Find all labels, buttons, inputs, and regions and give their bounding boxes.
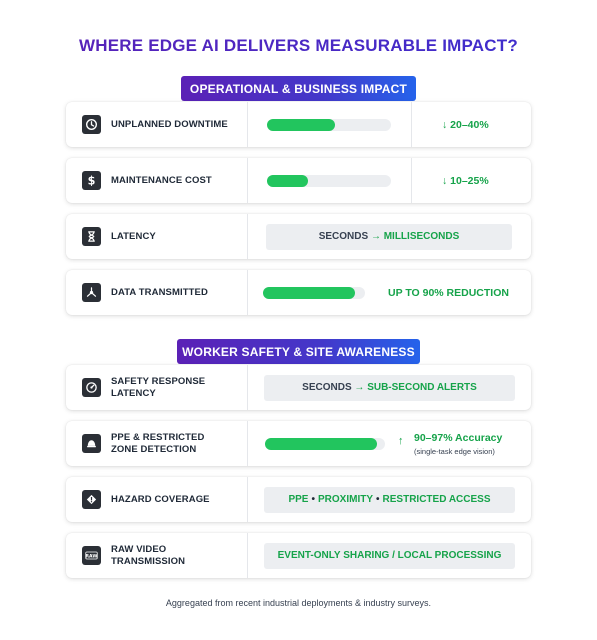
row-data-transmitted: DATA TRANSMITTED UP TO 90% REDUCTION <box>66 270 531 315</box>
bullet-separator: • <box>311 494 315 505</box>
hourglass-icon <box>82 227 101 246</box>
row-label: SAFETY RESPONSE LATENCY <box>111 376 205 400</box>
section-banner-operational: OPERATIONAL & BUSINESS IMPACT <box>181 76 416 101</box>
to-value: SUB-SECOND ALERTS <box>367 382 477 393</box>
accuracy-note: (single-task edge vision) <box>414 447 495 456</box>
network-icon <box>82 283 101 302</box>
accuracy-block: 90–97% Accuracy (single-task edge vision… <box>414 432 502 456</box>
row-label: DATA TRANSMITTED <box>111 286 208 298</box>
warning-icon <box>82 490 101 509</box>
progress-track <box>263 286 365 299</box>
progress-track <box>265 437 385 450</box>
comparison-pill: SECONDS → SUB-SECOND ALERTS <box>264 374 515 401</box>
clock-icon <box>82 115 101 134</box>
raw-icon-text: RAW <box>85 554 97 560</box>
gauge-icon <box>82 378 101 397</box>
footnote: Aggregated from recent industrial deploy… <box>165 598 432 608</box>
page-title: WHERE EDGE AI DELIVERS MEASURABLE IMPACT… <box>0 36 597 56</box>
arrow-right-icon: → <box>354 382 365 393</box>
row-label-line1: SAFETY RESPONSE <box>111 375 206 387</box>
row-label: UNPLANNED DOWNTIME <box>111 118 228 130</box>
progress-track <box>267 118 391 131</box>
hazard-item: PPE <box>288 494 309 505</box>
row-unplanned-downtime: UNPLANNED DOWNTIME ↓ 20–40% <box>66 102 531 147</box>
row-label: PPE & RESTRICTED ZONE DETECTION <box>111 432 204 456</box>
to-value: MILLISECONDS <box>383 231 460 242</box>
row-value: UP TO 90% REDUCTION <box>388 286 509 299</box>
comparison-pill: SECONDS → MILLISECONDS <box>266 223 512 250</box>
row-safety-response-latency: SAFETY RESPONSE LATENCY SECONDS → SUB-SE… <box>66 365 531 410</box>
row-hazard-coverage: HAZARD COVERAGE PPE • PROXIMITY • RESTRI… <box>66 477 531 522</box>
row-raw-video: RAW RAW VIDEO TRANSMISSION EVENT-ONLY SH… <box>66 533 531 578</box>
row-value: ↓ 10–25% <box>411 158 531 203</box>
svg-text:$: $ <box>88 174 96 187</box>
row-latency: LATENCY SECONDS → MILLISECONDS <box>66 214 531 259</box>
arrow-right-icon: → <box>370 231 381 242</box>
raw-video-pill: EVENT-ONLY SHARING / LOCAL PROCESSING <box>264 542 515 569</box>
bullet-separator: • <box>376 494 380 505</box>
progress-fill <box>267 174 308 187</box>
row-label: RAW VIDEO TRANSMISSION <box>111 544 185 568</box>
row-label-line1: RAW VIDEO <box>111 543 167 555</box>
dollar-icon: $ <box>82 171 101 190</box>
raw-icon: RAW <box>82 546 101 565</box>
row-label-line2: LATENCY <box>111 387 156 399</box>
progress-track <box>267 174 391 187</box>
row-label: MAINTENANCE COST <box>111 174 212 186</box>
accuracy-value: 90–97% Accuracy <box>414 432 503 444</box>
progress-fill <box>267 118 336 131</box>
row-label-line1: PPE & RESTRICTED <box>111 431 205 443</box>
row-label: HAZARD COVERAGE <box>111 493 210 505</box>
row-maintenance-cost: $ MAINTENANCE COST ↓ 10–25% <box>66 158 531 203</box>
row-ppe-detection: PPE & RESTRICTED ZONE DETECTION ↑ 90–97%… <box>66 421 531 466</box>
progress-fill <box>263 286 355 299</box>
helmet-icon <box>82 434 101 453</box>
row-value: ↓ 20–40% <box>411 102 531 147</box>
row-label: LATENCY <box>111 230 156 242</box>
row-label-line2: TRANSMISSION <box>111 555 186 567</box>
hazard-items-pill: PPE • PROXIMITY • RESTRICTED ACCESS <box>264 486 515 513</box>
hazard-item: PROXIMITY <box>318 494 374 505</box>
section-banner-worker-safety: WORKER SAFETY & SITE AWARENESS <box>177 339 420 364</box>
from-value: SECONDS <box>318 231 369 242</box>
hazard-item: RESTRICTED ACCESS <box>382 494 491 505</box>
progress-fill <box>265 437 377 450</box>
from-value: SECONDS <box>302 382 352 393</box>
row-label-line2: ZONE DETECTION <box>111 443 197 455</box>
arrow-up-icon: ↑ <box>398 435 404 447</box>
